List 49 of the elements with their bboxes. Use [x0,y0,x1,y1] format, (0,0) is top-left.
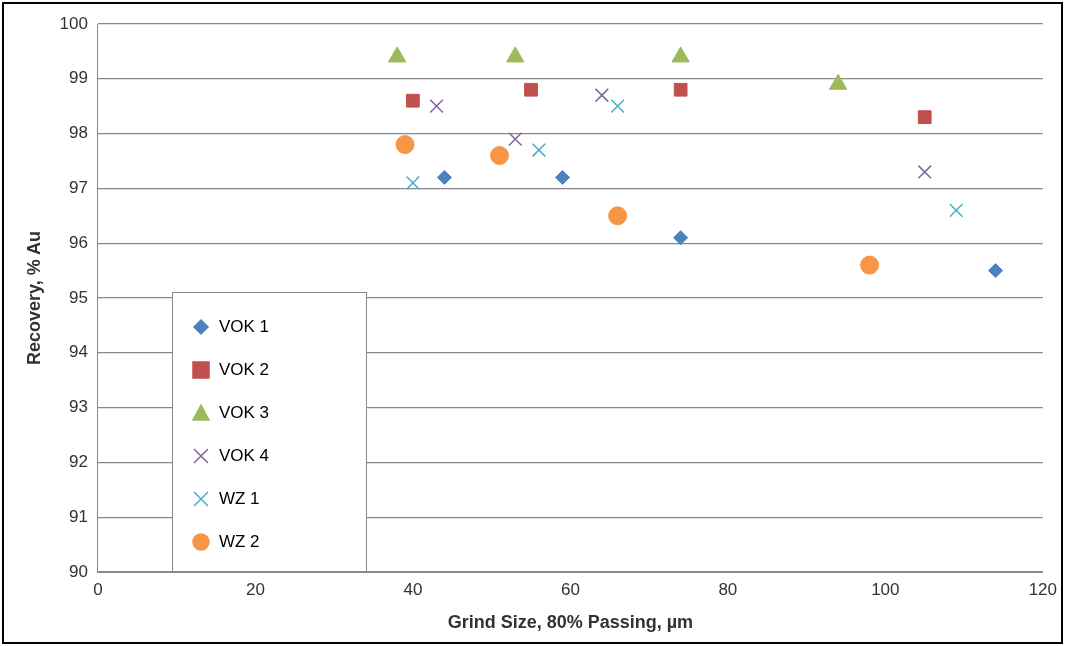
point [508,131,523,147]
y-tick-label: 100 [59,13,88,33]
point [917,164,932,180]
x-tick-label: 20 [245,579,265,599]
x-axis-title: Grind Size, 80% Passing, µm [447,612,694,633]
x-tick-label: 80 [718,579,738,599]
y-tick-label: 90 [69,561,88,581]
y-tick-label: 95 [69,287,88,307]
x-tick-label: 120 [1028,579,1058,599]
x-tick-label: 40 [403,579,423,599]
legend-label: VOK 1 [218,316,270,337]
point [949,203,964,218]
y-tick-label: 91 [69,506,88,526]
point [429,99,444,114]
point [860,255,880,275]
y-tick-label: 97 [69,178,88,198]
legend-label: VOK 2 [218,359,270,380]
point [671,46,690,63]
point [608,206,628,226]
point [917,110,932,125]
x-tick-label: 0 [93,579,103,599]
point [524,82,538,97]
point [490,146,510,166]
point [531,142,547,158]
y-tick-label: 99 [69,68,88,88]
point [506,46,525,63]
point [594,88,609,103]
legend-label: VOK 4 [218,445,270,466]
y-tick-label: 96 [69,232,88,252]
point [388,46,407,63]
y-tick-label: 92 [69,452,88,472]
point [610,99,625,114]
legend-label: WZ 1 [218,488,260,509]
y-tick-label: 94 [69,342,88,362]
x-tick-label: 60 [560,579,580,599]
y-tick-label: 98 [69,123,88,143]
point [555,169,571,185]
x-tick-label: 100 [871,579,900,599]
legend-label: WZ 2 [218,531,260,552]
point [673,230,689,246]
point [988,263,1004,279]
point [406,93,420,108]
legend-label: VOK 3 [218,402,270,423]
point [673,82,688,97]
point [395,135,415,155]
point [405,175,421,191]
y-tick-label: 93 [69,397,88,417]
y-axis-title: Recovery, % Au [23,230,44,366]
point [436,169,452,185]
